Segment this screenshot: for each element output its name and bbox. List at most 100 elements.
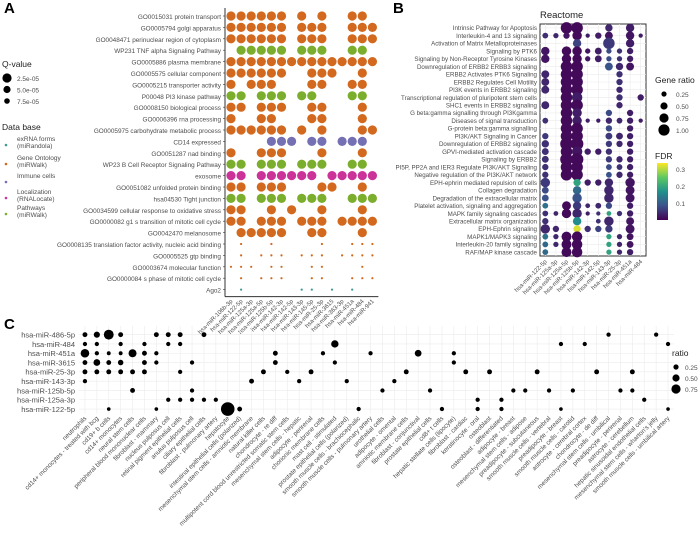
y-tick-label: GO0008150 biological process xyxy=(134,105,221,112)
data-point xyxy=(308,369,314,375)
data-point xyxy=(585,203,591,209)
data-point xyxy=(236,228,246,238)
data-point xyxy=(606,241,612,248)
data-point xyxy=(475,397,480,402)
data-point xyxy=(226,79,236,89)
y-tick-label: GO0051287 nad binding xyxy=(151,151,221,158)
data-point xyxy=(357,79,367,89)
data-point xyxy=(327,57,337,67)
data-point xyxy=(266,125,276,135)
y-tick-label: Extracellular matrix organization xyxy=(449,219,538,226)
data-point xyxy=(317,216,327,226)
data-point xyxy=(256,193,266,203)
data-point xyxy=(357,171,367,181)
legend-size-title: Q-value xyxy=(2,59,32,69)
data-point xyxy=(347,57,357,67)
data-point xyxy=(276,228,287,238)
data-point xyxy=(463,369,469,375)
data-point xyxy=(236,91,246,101)
data-point xyxy=(82,341,88,347)
data-point xyxy=(337,57,347,67)
data-point xyxy=(357,91,367,101)
data-point xyxy=(178,397,183,402)
data-point xyxy=(553,32,559,39)
data-point xyxy=(256,125,266,135)
data-point xyxy=(246,125,256,135)
data-point xyxy=(266,57,276,67)
y-tick-label: PI5P, PP2A and IER3 Regulate PI3K/AKT Si… xyxy=(396,164,538,171)
data-point xyxy=(616,241,623,248)
data-point xyxy=(337,171,347,181)
data-point xyxy=(317,57,327,67)
legend-fdr-title: FDR xyxy=(655,151,672,161)
data-point xyxy=(226,171,236,181)
data-point xyxy=(626,62,635,71)
data-point xyxy=(606,332,611,337)
data-point xyxy=(357,102,367,112)
data-point xyxy=(297,159,307,169)
data-point xyxy=(142,350,147,356)
data-point xyxy=(616,164,623,170)
data-point xyxy=(256,11,266,21)
legend-size-key xyxy=(2,73,12,83)
legend-color-key xyxy=(4,212,8,216)
legend-size-key xyxy=(661,91,667,97)
data-point xyxy=(189,388,195,393)
data-point xyxy=(266,22,276,32)
data-point xyxy=(237,406,243,412)
data-point xyxy=(605,132,613,140)
y-tick-label: Downregulation of ERBB2 signaling xyxy=(439,141,538,148)
data-point xyxy=(626,156,634,163)
data-point xyxy=(236,57,246,67)
data-point xyxy=(266,114,276,124)
data-point xyxy=(266,34,276,44)
data-point xyxy=(236,11,246,21)
data-point xyxy=(606,171,612,178)
data-point xyxy=(142,369,147,375)
y-tick-label: EPH-ephrin mediated repulsion of cells xyxy=(430,180,537,187)
data-point xyxy=(571,22,583,34)
data-point xyxy=(106,407,111,411)
colorbar-tick-label: 0.2 xyxy=(676,184,685,191)
y-tick-label: WP231 TNF alpha Signaling Pathway xyxy=(114,48,222,55)
data-point xyxy=(357,45,367,55)
data-point xyxy=(594,55,602,63)
data-point xyxy=(596,211,601,216)
data-point xyxy=(357,193,367,203)
data-point xyxy=(371,242,374,246)
data-point xyxy=(93,359,101,366)
data-point xyxy=(615,62,624,71)
data-point xyxy=(572,108,582,118)
data-point xyxy=(541,85,550,94)
data-point xyxy=(616,117,623,124)
data-point xyxy=(226,182,236,192)
y-tick-label: PI3K/AKT Signaling in Cancer xyxy=(455,133,537,140)
y-tick-label: CD14 expressed xyxy=(173,139,221,146)
data-point xyxy=(475,406,480,412)
data-point xyxy=(246,11,256,21)
data-point xyxy=(439,406,445,412)
data-point xyxy=(347,171,357,181)
data-point xyxy=(541,70,550,79)
data-point xyxy=(572,201,582,210)
data-point xyxy=(297,216,307,226)
data-point xyxy=(236,171,246,181)
data-point xyxy=(249,378,254,384)
data-point xyxy=(654,332,659,337)
data-point xyxy=(351,277,354,280)
y-tick-label: Signaling by Non-Receptor Tyrosine Kinas… xyxy=(414,56,537,63)
data-point xyxy=(240,265,243,268)
data-point xyxy=(626,140,634,148)
data-point xyxy=(256,91,266,101)
data-point xyxy=(272,360,278,365)
data-point xyxy=(561,208,572,219)
data-point xyxy=(499,397,504,402)
data-point xyxy=(642,397,647,402)
data-point xyxy=(604,62,613,71)
data-point xyxy=(605,140,613,148)
y-tick-label: GO0006396 rna processing xyxy=(142,117,221,124)
data-point xyxy=(270,242,273,246)
y-tick-label: RAF/MAP kinase cascade xyxy=(465,249,537,256)
data-point xyxy=(351,242,354,246)
data-point xyxy=(310,265,313,268)
